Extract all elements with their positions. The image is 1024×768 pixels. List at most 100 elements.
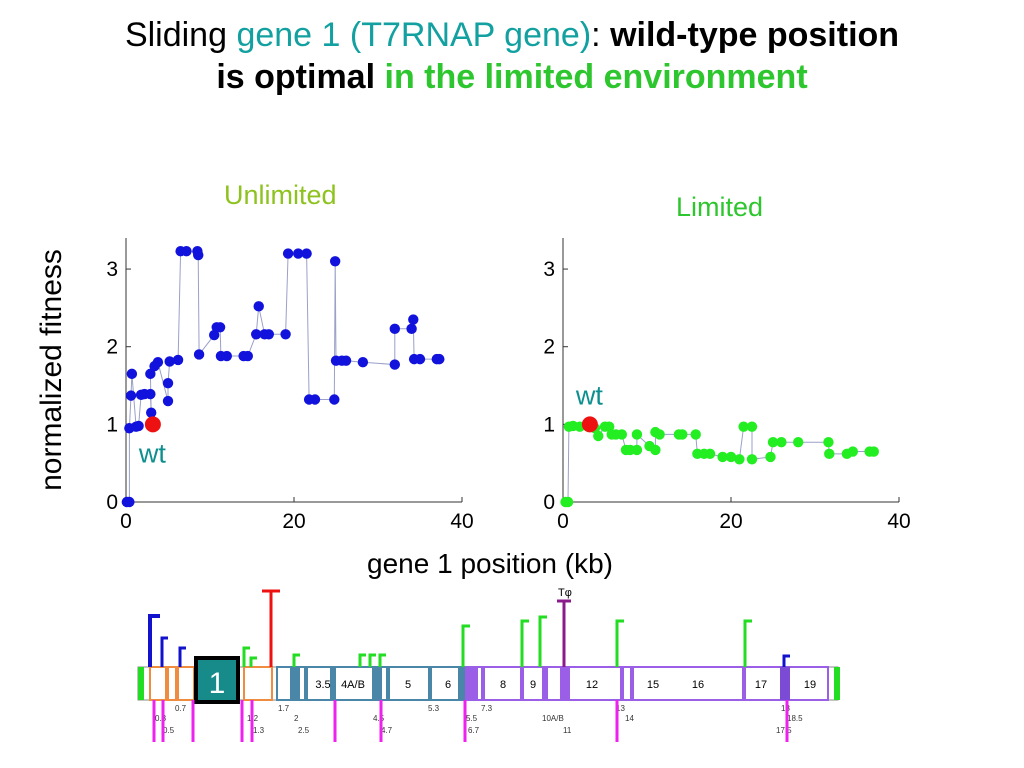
promoter-a <box>150 616 160 667</box>
unlimited-point-6 <box>133 421 143 431</box>
gene-7-bar <box>481 667 485 700</box>
limited-point-7 <box>593 431 603 441</box>
gene-9-bar <box>542 667 548 700</box>
limited-ytick-label-0: 0 <box>543 491 555 514</box>
limited-point-35 <box>776 437 786 447</box>
figure-canvas: 0 20 400123wt 0 20 400123wt 1 <box>0 0 1024 768</box>
unlimited-point-10 <box>146 408 156 418</box>
gene-13-bar <box>620 667 624 700</box>
genome-label-4-5: 4.5 <box>373 714 385 723</box>
genome-box-12: 12 <box>586 679 598 691</box>
chart-unlimited: 0 20 40 0 1 2 3 wt <box>106 238 473 533</box>
terminator-early <box>262 591 280 667</box>
genome-label-1-3: 1.3 <box>253 726 265 735</box>
gene-6-bar <box>458 667 464 700</box>
genome-label-5-5: 5.5 <box>466 714 478 723</box>
genome-label-4-7: 4.7 <box>381 726 393 735</box>
unlimited-point-4 <box>127 369 137 379</box>
limited-point-36 <box>793 437 803 447</box>
genome-label-17-5: 17.5 <box>776 726 792 735</box>
promoter-d <box>244 648 250 667</box>
unlimited-xtick-label-0: 0 <box>120 510 132 533</box>
gene-1-1-box <box>244 667 272 700</box>
unlimited-point-13 <box>153 357 163 367</box>
genome-label-11: 11 <box>563 726 572 735</box>
genome-left-end <box>138 667 144 700</box>
unlimited-point-19 <box>181 246 191 256</box>
genome-box-5: 5 <box>405 679 411 691</box>
limited-point-1 <box>563 497 573 507</box>
unlimited-point-1 <box>124 497 134 507</box>
unlimited-point-46 <box>390 359 400 369</box>
genome-box-15: 15 <box>647 679 659 691</box>
genome-box-4ab: 4A/B <box>341 679 365 691</box>
unlimited-ytick-label-3: 3 <box>106 258 118 281</box>
gene-5-3-bar <box>428 667 432 700</box>
genome-label-0-7: 0.7 <box>175 704 187 713</box>
unlimited-point-37 <box>301 248 311 258</box>
unlimited-wt-point <box>145 416 161 432</box>
limited-point-20 <box>654 429 664 439</box>
genome-box-16: 16 <box>692 679 704 691</box>
unlimited-point-35 <box>283 248 293 258</box>
gene-0-5-bar <box>175 667 179 700</box>
unlimited-point-29 <box>243 351 253 361</box>
unlimited-point-3 <box>126 390 136 400</box>
unlimited-series-line <box>127 251 440 502</box>
limited-point-29 <box>734 454 744 464</box>
promoter-c <box>180 648 186 667</box>
genome-label-0-5: 0.5 <box>163 726 175 735</box>
limited-wt-label: wt <box>575 380 603 410</box>
unlimited-point-48 <box>406 324 416 334</box>
gene-1-label: 1 <box>209 667 226 700</box>
limited-wt-point <box>582 416 598 432</box>
genome-right-end <box>834 667 840 700</box>
unlimited-point-39 <box>310 394 320 404</box>
limited-xtick-label-0: 0 <box>557 510 569 533</box>
limited-point-42 <box>869 446 879 456</box>
gene-6-5-bar <box>466 667 478 700</box>
promoter-g <box>360 655 366 667</box>
unlimited-point-34 <box>280 329 290 339</box>
unlimited-ytick-label-0: 0 <box>106 491 118 514</box>
promoter-k <box>522 621 529 667</box>
genome-label-14: 14 <box>625 714 634 723</box>
limited-point-37 <box>823 437 833 447</box>
terminator-tphi <box>557 601 571 667</box>
unlimited-point-9 <box>145 389 155 399</box>
genome-label-2-5: 2.5 <box>298 726 310 735</box>
limited-point-18 <box>650 445 660 455</box>
gene-14-bar <box>630 667 634 700</box>
unlimited-point-14 <box>163 396 173 406</box>
gene-2-5-bar <box>330 667 336 700</box>
unlimited-point-27 <box>222 351 232 361</box>
limited-point-33 <box>765 452 775 462</box>
unlimited-point-21 <box>193 250 203 260</box>
unlimited-ytick-label-1: 1 <box>106 413 118 436</box>
genome-label-18-5: 18.5 <box>787 714 803 723</box>
genome-label-10ab: 10A/B <box>542 714 564 723</box>
genome-label-6-7: 6.7 <box>468 726 480 735</box>
unlimited-point-15 <box>163 378 173 388</box>
gene-8-bar <box>520 667 524 700</box>
genome-label-2: 2 <box>294 714 299 723</box>
gene-0-3-box <box>150 667 166 700</box>
chart-limited: 0 20 400123wt <box>543 238 910 533</box>
genome-box-9: 9 <box>530 679 536 691</box>
limited-point-15 <box>632 445 642 455</box>
unlimited-point-25 <box>215 322 225 332</box>
unlimited-point-45 <box>358 357 368 367</box>
gene-4-7-bar <box>386 667 390 700</box>
genome-box-19: 19 <box>804 679 816 691</box>
limited-point-40 <box>848 446 858 456</box>
genome-box-6: 6 <box>445 679 451 691</box>
limited-point-16 <box>632 429 642 439</box>
promoter-f <box>294 655 300 667</box>
unlimited-point-40 <box>329 394 339 404</box>
unlimited-xtick-label-2: 40 <box>450 510 473 533</box>
promoter-h <box>370 655 376 667</box>
unlimited-wt-label: wt <box>138 438 166 468</box>
limited-point-22 <box>677 429 687 439</box>
unlimited-point-47 <box>390 324 400 334</box>
genome-label-0-3: 0.3 <box>155 714 167 723</box>
